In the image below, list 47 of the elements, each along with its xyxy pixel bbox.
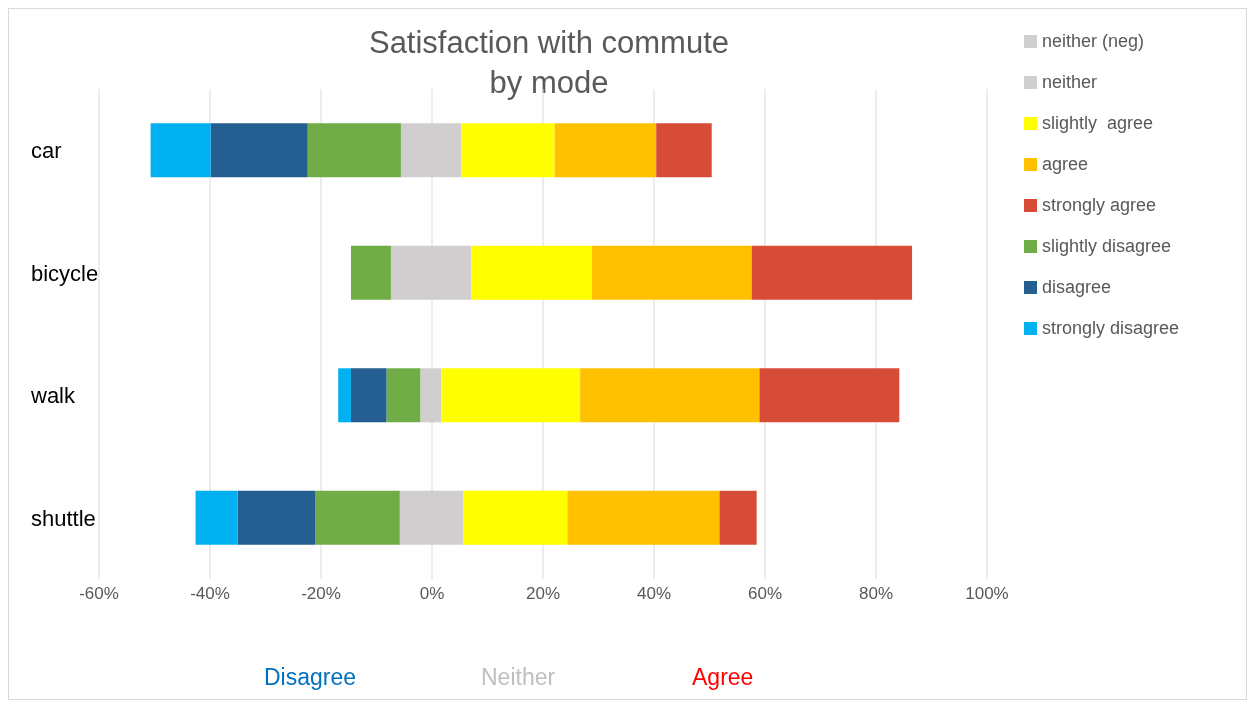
text: Neither	[481, 664, 556, 691]
x-tick-label: 0%	[419, 584, 445, 604]
bar	[195, 490, 238, 545]
legend-label: slightly disagree	[1042, 236, 1172, 257]
bar	[441, 368, 581, 423]
bar	[210, 123, 308, 178]
bar	[150, 123, 211, 178]
bar	[591, 245, 752, 300]
bar	[554, 123, 657, 178]
legend-label: slightly agree	[1042, 113, 1154, 134]
text: Disagree	[264, 664, 357, 691]
bar	[463, 490, 568, 545]
bar	[237, 490, 316, 545]
bar	[656, 123, 712, 178]
bar	[751, 245, 913, 300]
bar	[315, 490, 400, 545]
legend-label: neither (neg)	[1042, 31, 1145, 52]
bar	[580, 368, 760, 423]
legend-label: strongly agree	[1042, 195, 1157, 216]
bar	[350, 368, 387, 423]
legend-label: neither	[1042, 72, 1098, 93]
y-tick-label: shuttle	[31, 505, 96, 531]
text: Agree	[692, 664, 754, 691]
legend-label: agree	[1042, 154, 1089, 175]
x-tick-label: -40%	[190, 584, 230, 604]
x-tick-label: -60%	[79, 584, 119, 604]
x-tick-label: 80%	[858, 584, 894, 604]
x-tick-label: 100%	[965, 584, 1009, 604]
bar	[471, 245, 592, 300]
y-tick-label: walk	[30, 383, 77, 409]
y-tick-label: bicycle	[31, 260, 99, 286]
legend-label: disagree	[1042, 277, 1112, 298]
y-tick-label: car	[31, 138, 62, 164]
chart-title: Satisfaction with commute by mode	[367, 24, 731, 102]
bar	[461, 123, 555, 178]
bar	[350, 245, 391, 300]
x-tick-label: 60%	[747, 584, 783, 604]
bar	[307, 123, 401, 178]
bar	[338, 368, 351, 423]
bar	[386, 368, 421, 423]
bar	[719, 490, 757, 545]
x-tick-label: -20%	[301, 584, 341, 604]
bar	[759, 368, 900, 423]
x-tick-label: 40%	[636, 584, 672, 604]
legend-label: strongly disagree	[1042, 318, 1180, 339]
x-tick-label: 20%	[525, 584, 561, 604]
bar	[567, 490, 720, 545]
